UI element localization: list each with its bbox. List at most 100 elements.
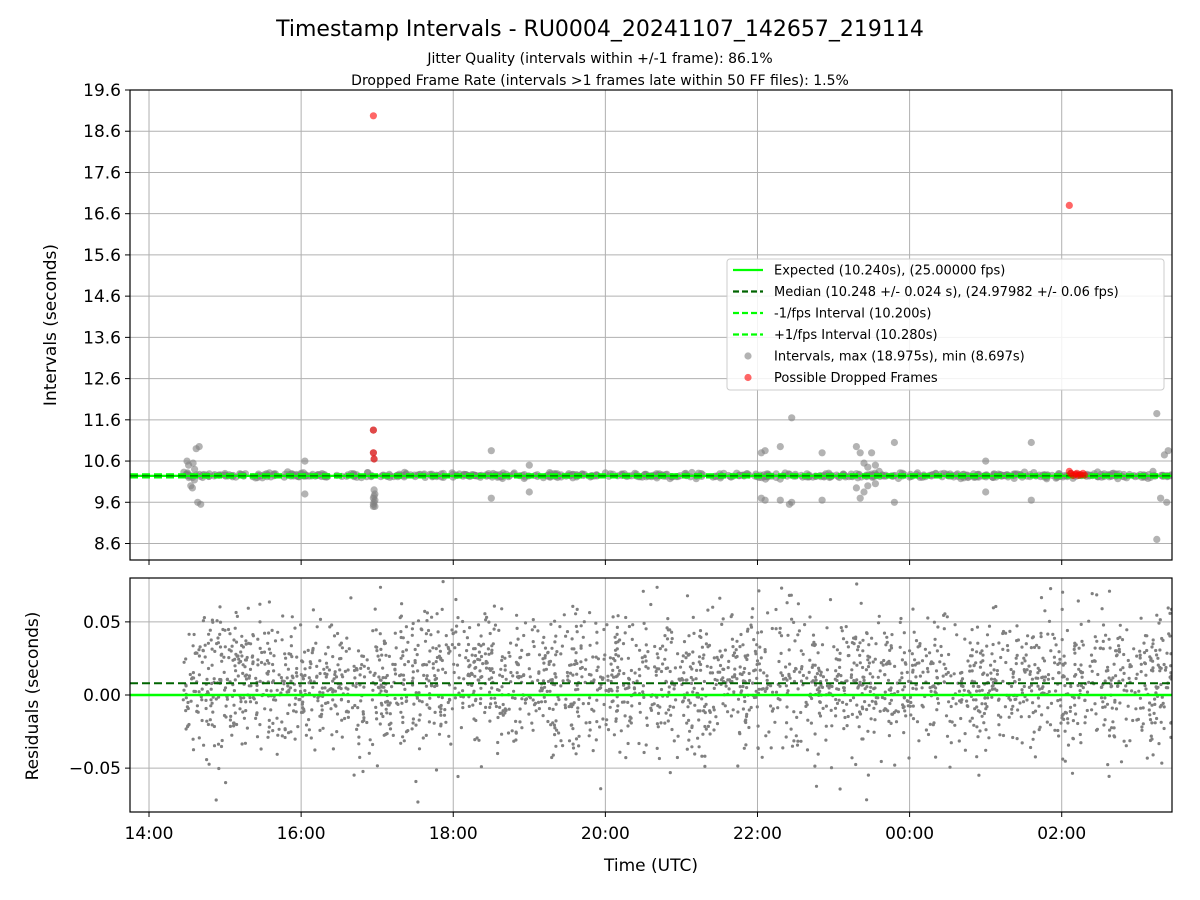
lower-y-tick-label: −0.05 xyxy=(69,759,121,779)
residual-point xyxy=(676,652,680,656)
residual-point xyxy=(1125,689,1129,693)
residual-point xyxy=(1090,708,1094,712)
residual-point xyxy=(471,703,475,707)
residual-point xyxy=(530,628,534,632)
residual-point xyxy=(189,699,193,703)
residual-point xyxy=(769,746,773,750)
residual-point xyxy=(765,678,769,682)
residual-point xyxy=(1100,607,1104,611)
residual-point xyxy=(247,684,251,688)
residual-point xyxy=(606,728,611,732)
residual-point xyxy=(1020,645,1024,649)
residual-point xyxy=(224,704,228,708)
residual-point xyxy=(375,717,379,721)
residual-point xyxy=(1028,672,1032,677)
residual-point xyxy=(202,743,206,747)
residual-point xyxy=(705,664,709,668)
residual-point xyxy=(768,557,771,560)
residual-point xyxy=(712,656,716,660)
residual-point xyxy=(845,724,849,728)
residual-point xyxy=(599,787,603,791)
residual-point xyxy=(911,686,915,691)
residual-point xyxy=(883,673,887,677)
residual-point xyxy=(461,689,465,693)
residual-point xyxy=(419,627,423,631)
x-tick-label: 14:00 xyxy=(125,824,174,844)
residual-point xyxy=(316,696,320,700)
residual-point xyxy=(740,689,744,693)
residual-point xyxy=(616,654,621,658)
residual-point xyxy=(1031,701,1035,705)
residual-point xyxy=(500,655,504,659)
residual-point xyxy=(1049,587,1053,591)
residual-point xyxy=(1027,685,1031,690)
residual-point xyxy=(762,671,766,675)
residual-point xyxy=(990,695,994,699)
residual-point xyxy=(1030,677,1034,681)
residual-point xyxy=(1101,639,1105,644)
legend-entry: Median (10.248 +/- 0.024 s), (24.97982 +… xyxy=(774,285,1119,300)
residual-point xyxy=(352,664,356,668)
residual-point xyxy=(284,663,288,667)
residual-point xyxy=(475,736,479,740)
residual-point xyxy=(926,732,931,737)
residual-point xyxy=(835,701,840,706)
residual-point xyxy=(758,668,762,672)
residual-point xyxy=(255,735,260,739)
residual-point xyxy=(541,679,546,683)
residual-point xyxy=(703,764,707,769)
residual-point xyxy=(977,773,981,777)
residual-point xyxy=(557,731,561,735)
legend-marker xyxy=(744,352,752,360)
residual-point xyxy=(1134,676,1138,681)
residual-point xyxy=(999,715,1003,719)
residual-point xyxy=(581,635,585,639)
residual-point xyxy=(692,631,696,636)
residual-point xyxy=(944,714,949,718)
residual-point xyxy=(599,686,603,690)
residual-point xyxy=(292,709,296,713)
residual-point xyxy=(209,704,213,708)
residual-point xyxy=(245,655,249,660)
residual-point xyxy=(754,695,758,699)
residual-point xyxy=(883,707,887,711)
residual-point xyxy=(324,661,329,665)
residual-point xyxy=(817,668,821,673)
residual-point xyxy=(934,755,938,759)
residual-point xyxy=(1046,632,1050,636)
residual-point xyxy=(527,712,531,716)
residual-point xyxy=(1162,705,1166,709)
residual-point xyxy=(271,729,275,733)
residual-point xyxy=(1095,593,1099,597)
residual-point xyxy=(1037,728,1041,732)
residual-point xyxy=(1148,718,1153,722)
y-axis-label-residuals: Residuals (seconds) xyxy=(23,612,43,781)
residual-point xyxy=(942,627,946,631)
residual-point xyxy=(1081,686,1085,690)
residual-point xyxy=(980,714,984,718)
residual-point xyxy=(970,648,975,652)
residual-point xyxy=(277,673,281,677)
residual-point xyxy=(438,710,443,714)
residual-point xyxy=(867,643,871,647)
interval-point xyxy=(788,414,796,422)
interval-point xyxy=(188,484,196,492)
residual-point xyxy=(547,706,552,711)
residual-point xyxy=(934,669,939,673)
residual-point xyxy=(721,617,725,621)
residual-point xyxy=(765,687,769,691)
residual-point xyxy=(911,704,915,708)
residual-point xyxy=(466,659,470,663)
residual-point xyxy=(455,663,460,667)
residual-point xyxy=(565,670,570,675)
residual-point xyxy=(272,669,276,673)
residual-point xyxy=(401,654,405,658)
residual-point xyxy=(708,720,712,724)
residual-point xyxy=(738,685,742,689)
residual-point xyxy=(1046,677,1050,681)
residual-point xyxy=(885,635,889,639)
residual-point xyxy=(827,686,831,690)
residual-point xyxy=(946,670,950,675)
residual-point xyxy=(355,668,359,672)
residual-point xyxy=(624,615,628,620)
